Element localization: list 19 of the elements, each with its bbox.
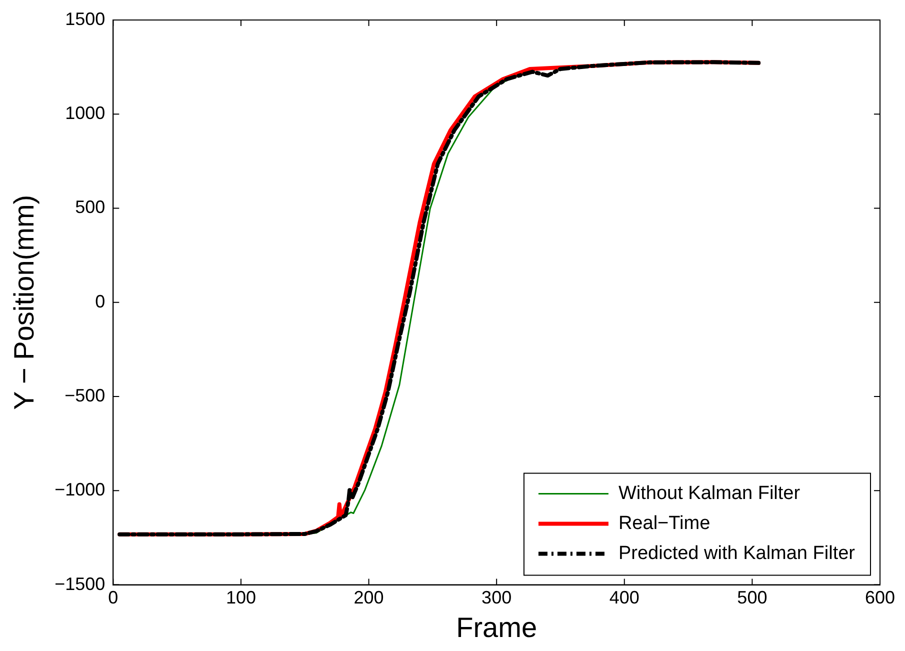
legend-label: Real−Time — [618, 513, 710, 534]
x-tick-label: 500 — [737, 588, 768, 608]
y-tick-label: 1000 — [65, 103, 106, 124]
x-axis-title: Frame — [456, 612, 538, 643]
y-tick-label: 500 — [75, 197, 106, 218]
x-tick-label: 100 — [226, 588, 256, 608]
y-tick-label: 0 — [95, 291, 106, 312]
legend-label: Without Kalman Filter — [618, 483, 801, 504]
x-tick-label: 300 — [482, 588, 512, 608]
y-axis-title: Y − Position(mm) — [8, 194, 40, 410]
y-tick-label: −500 — [64, 386, 106, 406]
x-tick-label: 400 — [609, 588, 640, 608]
x-tick-label: 200 — [354, 588, 384, 608]
legend-label: Predicted with Kalman Filter — [618, 543, 856, 564]
y-tick-label: −1500 — [54, 574, 106, 594]
y-tick-label: 1500 — [65, 8, 106, 29]
x-tick-label: 0 — [108, 588, 118, 608]
x-tick-label: 600 — [864, 588, 896, 608]
y-tick-label: −1000 — [54, 480, 106, 500]
